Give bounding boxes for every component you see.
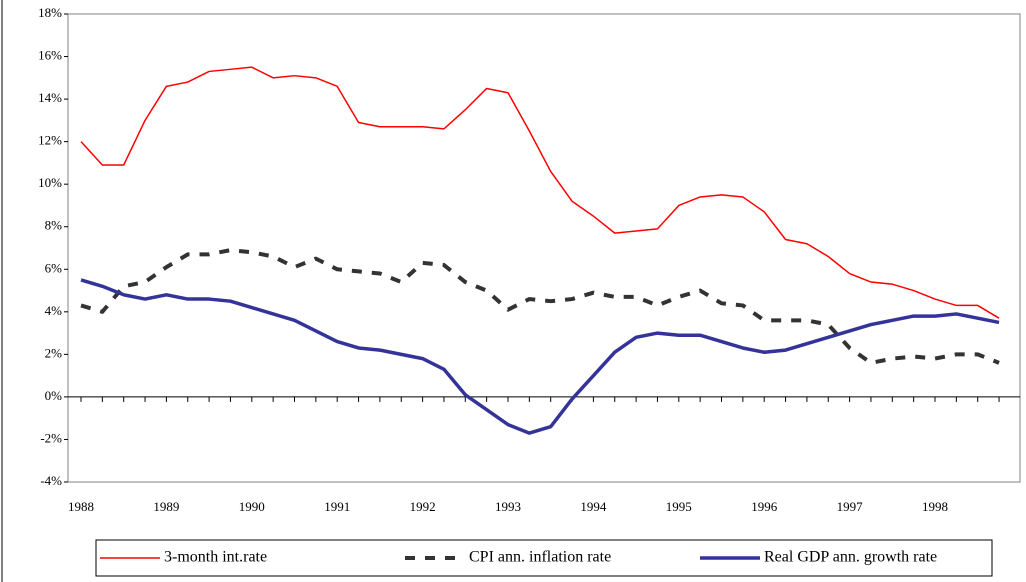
x-tick-label: 1998 — [922, 499, 948, 514]
x-tick-label: 1994 — [580, 499, 607, 514]
legend — [95, 539, 993, 577]
legend-label: Real GDP ann. growth rate — [764, 549, 937, 566]
y-tick-label: 12% — [38, 133, 62, 148]
y-tick-label: 10% — [38, 175, 62, 190]
x-tick-label: 1995 — [666, 499, 692, 514]
y-tick-label: 6% — [45, 260, 63, 275]
x-tick-label: 1988 — [68, 499, 94, 514]
legend-label: CPI ann. inflation rate — [469, 549, 611, 566]
x-tick-label: 1993 — [495, 499, 521, 514]
y-tick-label: 2% — [45, 345, 63, 360]
x-tick-label: 1989 — [153, 499, 179, 514]
plot-area — [67, 13, 1021, 483]
x-tick-label: 1996 — [751, 499, 778, 514]
series-line — [80, 66, 1000, 319]
legend-label: 3-month int.rate — [164, 549, 267, 566]
y-tick-label: -2% — [40, 430, 62, 445]
y-tick-label: 0% — [45, 388, 63, 403]
y-tick-label: 8% — [45, 218, 63, 233]
y-tick-label: 16% — [38, 48, 62, 63]
x-tick-label: 1991 — [324, 499, 350, 514]
y-tick-label: 4% — [45, 303, 63, 318]
y-tick-label: 18% — [38, 5, 62, 20]
x-tick-label: 1990 — [239, 499, 265, 514]
series-line — [80, 248, 1000, 365]
series-line — [80, 278, 1000, 435]
legend-items: 3-month int.rate CPI ann. inflation rate R… — [100, 549, 937, 566]
y-tick-label: -4% — [40, 473, 62, 488]
x-tick-label: 1997 — [837, 499, 864, 514]
x-tick-label: 1992 — [410, 499, 436, 514]
y-tick-label: 14% — [38, 90, 62, 105]
